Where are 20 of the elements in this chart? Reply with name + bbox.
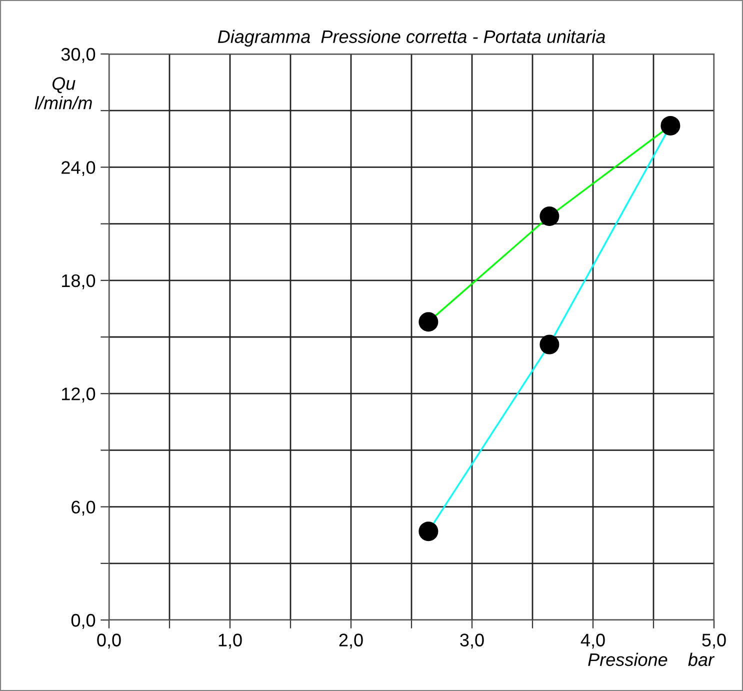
x-tick-label: 1,0	[218, 634, 242, 649]
point	[418, 522, 438, 542]
x-axis-title: Pressione bar	[588, 652, 715, 666]
y-tick-label: 18,0	[62, 274, 96, 290]
point	[540, 334, 560, 354]
point	[660, 116, 680, 136]
y-axis-title: Qu l/min/m	[34, 77, 92, 110]
y-tick-label: 30,0	[61, 48, 96, 63]
x-tick-label: 2,0	[339, 634, 363, 649]
x-tick-label: 0,0	[97, 634, 121, 649]
x-tick-label: 3,0	[460, 634, 484, 649]
y-tick-label: 24,0	[62, 161, 96, 176]
x-tick-label: 4,0	[580, 634, 605, 649]
y-tick-label: 12,0	[62, 388, 96, 402]
point	[540, 206, 560, 226]
y-tick-label: 6,0	[72, 500, 96, 516]
chart-title: Diagramma Pressione corretta - Portata unitaria	[218, 30, 606, 47]
y-tick-label: 0,0	[71, 614, 96, 629]
x-tick-label: 5,0	[702, 634, 726, 649]
point	[418, 312, 438, 332]
